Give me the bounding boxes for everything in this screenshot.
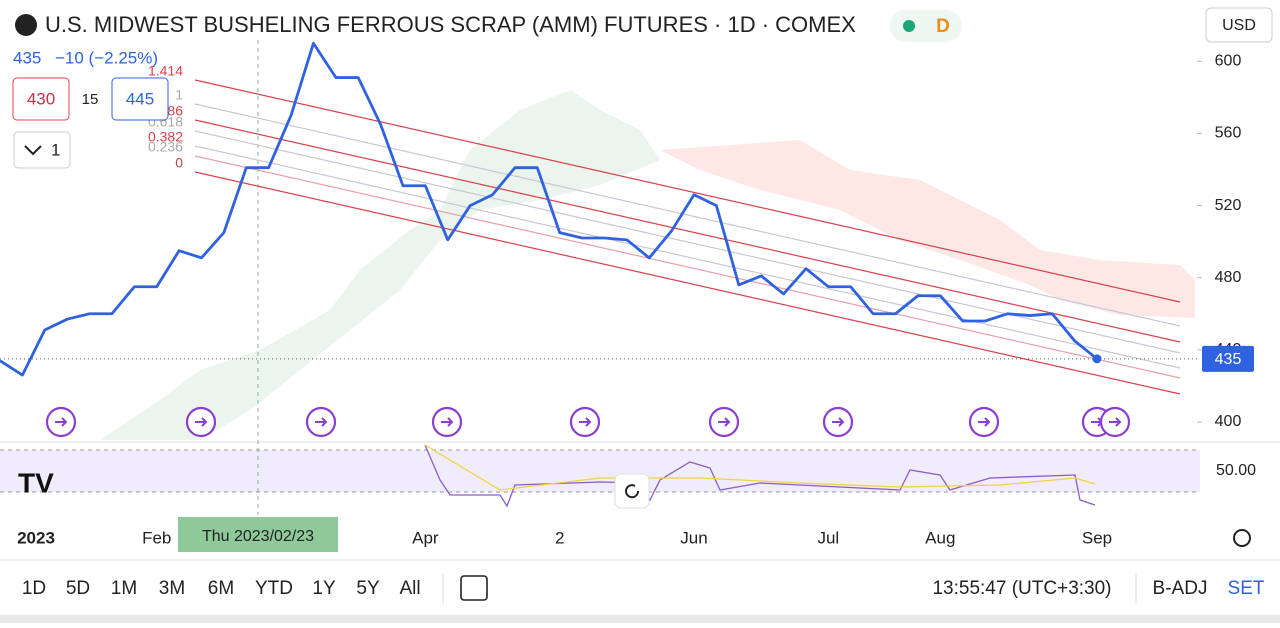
- fib-label: 1: [175, 87, 183, 103]
- y-tick-label: 400: [1215, 413, 1242, 430]
- fib-label: 0.236: [148, 139, 183, 155]
- event-arrow[interactable]: [195, 417, 208, 427]
- signal-line: [424, 444, 1096, 491]
- interval[interactable]: 1: [51, 140, 60, 159]
- events: [45, 406, 1131, 438]
- collapse-button[interactable]: [13, 131, 71, 169]
- oscillator-band: [0, 450, 1200, 492]
- buy-button[interactable]: [111, 77, 169, 121]
- x-tick-label: Sep: [1082, 528, 1112, 547]
- fib-label: 1.414: [148, 63, 183, 79]
- date-range-icon[interactable]: [460, 575, 488, 601]
- reset-button[interactable]: [614, 473, 650, 509]
- fib-label: 0.382: [148, 129, 183, 145]
- settings-icon[interactable]: [1233, 529, 1251, 547]
- event-arrow[interactable]: [55, 417, 68, 427]
- range-button[interactable]: 3M: [159, 578, 185, 599]
- x-tick-label: 2023: [17, 528, 55, 547]
- fib-line: [194, 155, 1181, 379]
- status-pill: [890, 10, 962, 42]
- x-tick-label: 2: [555, 528, 564, 547]
- event-arrow[interactable]: [832, 417, 845, 427]
- oscillator-tick-label: 50.00: [1216, 462, 1256, 479]
- market-open-dot: [903, 20, 915, 32]
- last-price: 435: [13, 48, 41, 67]
- chart-title: U.S. MIDWEST BUSHELING FERROUS SCRAP (AM…: [45, 12, 856, 37]
- cloud-red: [660, 140, 1195, 318]
- event-arrow[interactable]: [718, 417, 731, 427]
- range-button[interactable]: 1D: [22, 578, 46, 599]
- x-tick-label: Feb: [142, 528, 171, 547]
- adjust-button[interactable]: B-ADJ: [1153, 578, 1208, 599]
- event-arrow[interactable]: [978, 417, 991, 427]
- x-tick-label: Jun: [680, 528, 707, 547]
- x-tick-label: Jul: [817, 528, 839, 547]
- chevron[interactable]: [24, 145, 42, 156]
- price-badge: 435: [1215, 351, 1242, 368]
- spread: 15: [82, 91, 99, 108]
- y-tick-label: 600: [1215, 53, 1242, 70]
- y-tick-label: 520: [1215, 197, 1242, 214]
- cloud-green: [100, 90, 660, 440]
- range-button[interactable]: 1M: [111, 578, 137, 599]
- fib-line: [194, 171, 1181, 395]
- fib-line: [194, 103, 1181, 327]
- range-button[interactable]: 5Y: [356, 578, 380, 599]
- price-line: [0, 41, 1098, 377]
- range-buttons: 1D 5D 1M 3M 6M YTD 1Y 5Y All: [22, 578, 421, 599]
- bottom-strip: [0, 615, 1280, 623]
- ask[interactable]: 445: [126, 89, 154, 108]
- sell-button[interactable]: [12, 77, 70, 121]
- range-button[interactable]: 1Y: [312, 578, 336, 599]
- crosshair-label-bg: [178, 517, 338, 552]
- bid[interactable]: 430: [27, 89, 55, 108]
- fib-line: [194, 119, 1181, 343]
- currency-button[interactable]: [1205, 7, 1273, 43]
- settlement-button[interactable]: SET: [1228, 578, 1265, 599]
- plot: 40044048052056060050.002023FebApr2JunJul…: [0, 41, 1256, 547]
- fib-line: [194, 130, 1181, 354]
- fib-line: [194, 145, 1181, 369]
- crosshair-label: Thu 2023/02/23: [202, 528, 314, 545]
- event-arrow[interactable]: [1109, 417, 1122, 427]
- price-change: −10 (−2.25%): [55, 48, 158, 67]
- y-tick-label: 480: [1215, 269, 1242, 286]
- fib-line: [194, 79, 1181, 303]
- badge: D: [936, 16, 950, 37]
- reset-icon[interactable]: [625, 484, 640, 499]
- fib-label: 0: [175, 155, 183, 171]
- event-arrow[interactable]: [579, 417, 592, 427]
- symbol-icon: [15, 14, 37, 36]
- y-tick-label: 560: [1215, 125, 1242, 142]
- range-button[interactable]: All: [399, 578, 420, 599]
- clock: 13:55:47 (UTC+3:30): [932, 578, 1111, 599]
- logo: TV: [18, 467, 54, 498]
- currency[interactable]: USD: [1222, 17, 1256, 34]
- x-tick-label: Aug: [925, 528, 955, 547]
- last-point: [1092, 354, 1102, 364]
- event-arrow[interactable]: [315, 417, 328, 427]
- price-badge-bg: [1202, 345, 1254, 372]
- x-tick-label: Apr: [412, 528, 439, 547]
- range-button[interactable]: 5D: [66, 578, 90, 599]
- event-arrow[interactable]: [441, 417, 454, 427]
- range-button[interactable]: 6M: [208, 578, 234, 599]
- range-button[interactable]: YTD: [255, 578, 293, 599]
